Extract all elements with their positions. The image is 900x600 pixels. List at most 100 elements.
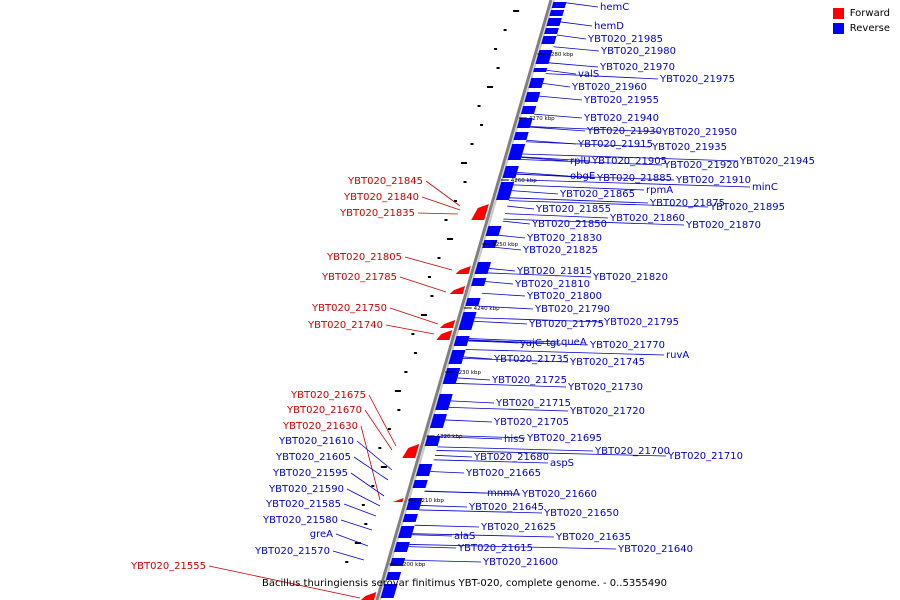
- reverse-right-label-49-leader: [448, 407, 569, 412]
- reverse-right-label-17-leader: [522, 153, 739, 162]
- reverse-right-label-61: YBT020_21650: [543, 508, 619, 519]
- reverse-left-label-2-leader: [350, 472, 385, 497]
- forward-gene-label-5-leader: [389, 307, 439, 325]
- feature-tick-23: [378, 447, 382, 449]
- reverse-right-label-64-leader: [411, 534, 453, 537]
- reverse-right-label-53: YBT020_21700: [594, 446, 670, 457]
- reverse-right-label-29-leader: [503, 218, 685, 226]
- reverse-right-label-11: YBT020_21950: [661, 127, 737, 138]
- reverse-right-label-54-leader: [436, 450, 667, 457]
- reverse-right-label-8-leader: [539, 95, 583, 101]
- reverse-left-label-7: YBT020_21570: [254, 546, 330, 557]
- reverse-right-label-4: YBT020_21970: [599, 62, 675, 73]
- reverse-right-label-52: YBT020_21695: [526, 433, 602, 444]
- reverse-right-label-50: YBT020_21705: [493, 417, 569, 428]
- reverse-gene-block-17: [474, 262, 492, 274]
- feature-tick-26: [361, 504, 365, 506]
- reverse-right-label-47-leader: [455, 383, 567, 388]
- reverse-right-label-8: YBT020_21955: [583, 95, 659, 106]
- reverse-gene-block-13: [502, 166, 519, 178]
- reverse-right-label-33: YBT020_21820: [592, 272, 668, 283]
- feature-tick-10: [454, 200, 457, 202]
- forward-gene-label-7: YBT020_21675: [290, 390, 366, 401]
- feature-tick-19: [404, 371, 408, 373]
- legend: Forward Reverse: [832, 8, 890, 38]
- reverse-gene-block-2: [546, 18, 562, 26]
- feature-tick-4: [487, 86, 494, 88]
- kbp-tick-label-2: 4260 kbp: [511, 178, 537, 184]
- reverse-right-label-6-leader: [546, 69, 577, 75]
- reverse-right-label-37: YBT020_21775: [528, 319, 604, 330]
- reverse-gene-block-10: [516, 118, 533, 128]
- reverse-right-label-23-leader: [511, 190, 559, 195]
- kbp-tick-label-3: 4250 kbp: [492, 242, 518, 248]
- reverse-left-label-7-leader: [332, 550, 365, 561]
- reverse-right-label-0-leader: [566, 2, 599, 8]
- reverse-gene-block-14: [496, 182, 515, 200]
- reverse-gene-block-24: [435, 394, 453, 410]
- forward-gene-label-1-leader: [421, 196, 461, 211]
- reverse-gene-block-28: [412, 480, 428, 488]
- forward-gene-label-4: YBT020_21785: [321, 272, 397, 283]
- reverse-right-label-30-leader: [498, 234, 526, 239]
- feature-tick-17: [411, 333, 415, 335]
- forward-gene-label-0-leader: [425, 180, 461, 207]
- reverse-right-label-44: YBT020_21735: [493, 354, 569, 365]
- feature-tick-8: [461, 162, 468, 164]
- reverse-swatch: [832, 23, 844, 34]
- reverse-left-label-6: greA: [310, 529, 333, 540]
- reverse-right-label-3: YBT020_21980: [600, 46, 676, 57]
- feature-tick-22: [387, 428, 391, 430]
- reverse-right-label-7: YBT020_21960: [571, 82, 647, 93]
- legend-reverse: Reverse: [832, 23, 890, 34]
- reverse-gene-block-29: [406, 498, 423, 510]
- feature-tick-20: [394, 390, 401, 392]
- feature-tick-9: [463, 181, 467, 183]
- reverse-right-label-46-leader: [457, 377, 491, 381]
- reverse-gene-block-9: [520, 106, 537, 114]
- reverse-right-label-9-leader: [533, 113, 583, 119]
- reverse-right-label-32: YBT020_21815: [516, 266, 592, 277]
- kbp-tick-label-7: 4210 kbp: [418, 498, 444, 504]
- reverse-right-label-48: YBT020_21715: [495, 398, 571, 409]
- reverse-left-label-4-leader: [343, 503, 377, 517]
- reverse-gene-block-6: [533, 68, 548, 72]
- reverse-gene-block-26: [424, 436, 441, 446]
- reverse-gene-block-0: [551, 2, 567, 8]
- reverse-gene-block-31: [397, 526, 415, 538]
- reverse-right-label-7-leader: [542, 82, 571, 88]
- forward-gene-label-8-leader: [364, 409, 393, 451]
- reverse-right-label-48-leader: [450, 400, 495, 404]
- feature-tick-0: [513, 10, 520, 12]
- reverse-right-label-62: YBT020_21625: [480, 522, 556, 533]
- reverse-right-label-64: alaS: [454, 531, 475, 542]
- forward-gene-block-1: [455, 266, 471, 274]
- forward-gene-label-4-leader: [399, 276, 447, 293]
- reverse-right-label-4-leader: [548, 62, 599, 68]
- forward-gene-block-2: [449, 286, 466, 294]
- reverse-left-label-3-leader: [346, 488, 381, 507]
- feature-tick-25: [371, 485, 375, 487]
- feature-tick-7: [470, 143, 474, 145]
- reverse-right-label-20-leader: [516, 173, 675, 181]
- reverse-left-label-3: YBT020_21590: [268, 484, 344, 495]
- reverse-right-label-39: yajC: [520, 338, 542, 349]
- reverse-right-label-13: YBT020_21935: [651, 142, 727, 153]
- forward-gene-block-0: [471, 204, 489, 220]
- forward-gene-block-5: [402, 444, 420, 458]
- reverse-right-label-24: YBT020_21875: [649, 198, 725, 209]
- forward-gene-block-7: [361, 592, 377, 600]
- reverse-gene-block-1: [549, 10, 565, 16]
- forward-gene-label-6-leader: [385, 324, 435, 335]
- genome-backbone: [375, 0, 553, 600]
- reverse-right-label-63-leader: [412, 533, 555, 538]
- feature-tick-14: [427, 276, 431, 278]
- reverse-gene-block-32: [393, 542, 410, 552]
- reverse-gene-block-18: [471, 278, 487, 286]
- reverse-right-label-43: ruvA: [666, 350, 689, 361]
- reverse-gene-block-21: [453, 336, 470, 346]
- reverse-left-label-1-leader: [353, 456, 389, 481]
- reverse-right-label-21: minC: [752, 182, 778, 193]
- reverse-right-label-62-leader: [414, 524, 480, 528]
- reverse-right-label-66: YBT020_21615: [457, 543, 533, 554]
